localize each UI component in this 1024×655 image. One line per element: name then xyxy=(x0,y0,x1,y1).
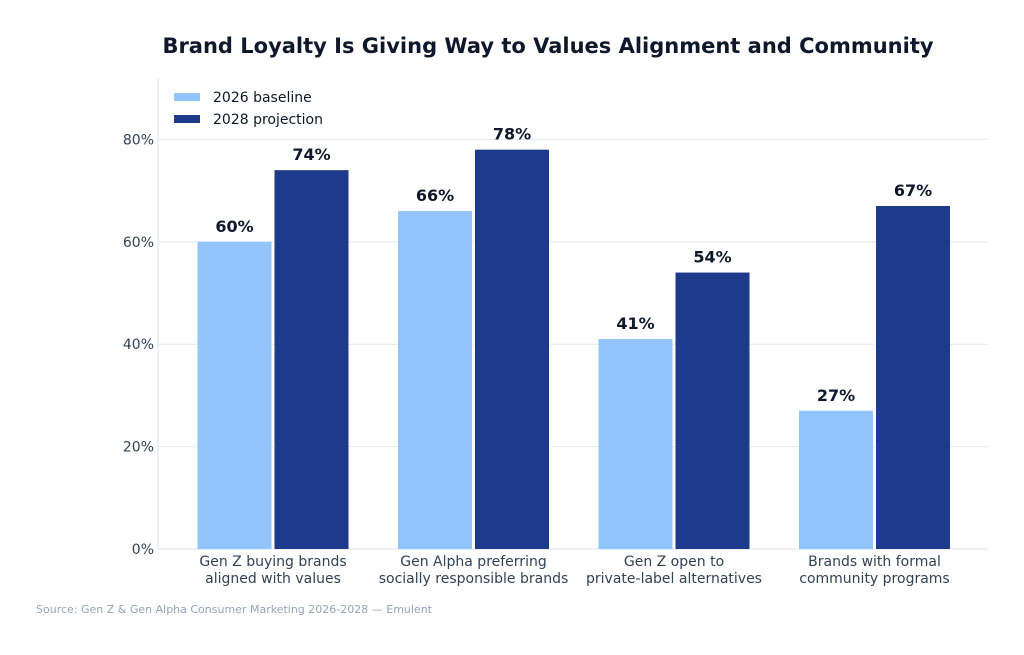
x-tick-label: aligned with values xyxy=(205,571,341,587)
source-note: Source: Gen Z & Gen Alpha Consumer Marke… xyxy=(36,603,433,616)
legend-swatch xyxy=(174,93,200,101)
y-tick-label: 60% xyxy=(123,235,154,251)
x-tick-label: community programs xyxy=(799,571,949,587)
data-label: 27% xyxy=(817,386,855,405)
bar-projection xyxy=(274,170,349,550)
y-tick-label: 20% xyxy=(123,440,154,456)
data-label: 74% xyxy=(292,145,330,164)
data-label: 78% xyxy=(493,125,531,144)
bar-projection xyxy=(876,205,950,549)
legend-label: 2028 projection xyxy=(213,112,323,128)
legend-swatch xyxy=(174,115,200,123)
data-label: 41% xyxy=(616,314,654,333)
y-tick-label: 80% xyxy=(123,132,154,148)
bar-baseline xyxy=(398,211,472,549)
x-tick-label: socially responsible brands xyxy=(379,571,569,587)
legend-label: 2026 baseline xyxy=(213,90,312,106)
y-tick-label: 0% xyxy=(132,542,154,558)
bar-projection xyxy=(475,149,549,549)
bar-baseline xyxy=(598,339,673,549)
bar-baseline xyxy=(799,410,873,549)
data-label: 60% xyxy=(215,217,253,236)
chart-title: Brand Loyalty Is Giving Way to Values Al… xyxy=(162,34,933,58)
x-tick-label: Brands with formal xyxy=(808,554,941,570)
data-label: 66% xyxy=(416,186,454,205)
y-tick-label: 40% xyxy=(123,337,154,353)
data-label: 54% xyxy=(693,248,731,267)
x-tick-label: Gen Alpha preferring xyxy=(400,554,546,570)
bars: 60% 74% 66% 78% 41% 54% 27% 67% xyxy=(197,125,950,550)
bar-baseline xyxy=(197,241,272,549)
x-tick-label: Gen Z open to xyxy=(624,554,724,570)
x-tick-label: Gen Z buying brands xyxy=(199,554,346,570)
x-tick-label: private-label alternatives xyxy=(586,571,762,587)
data-label: 67% xyxy=(894,181,932,200)
legend: 2026 baseline 2028 projection xyxy=(174,90,323,128)
bar-projection xyxy=(675,272,750,549)
